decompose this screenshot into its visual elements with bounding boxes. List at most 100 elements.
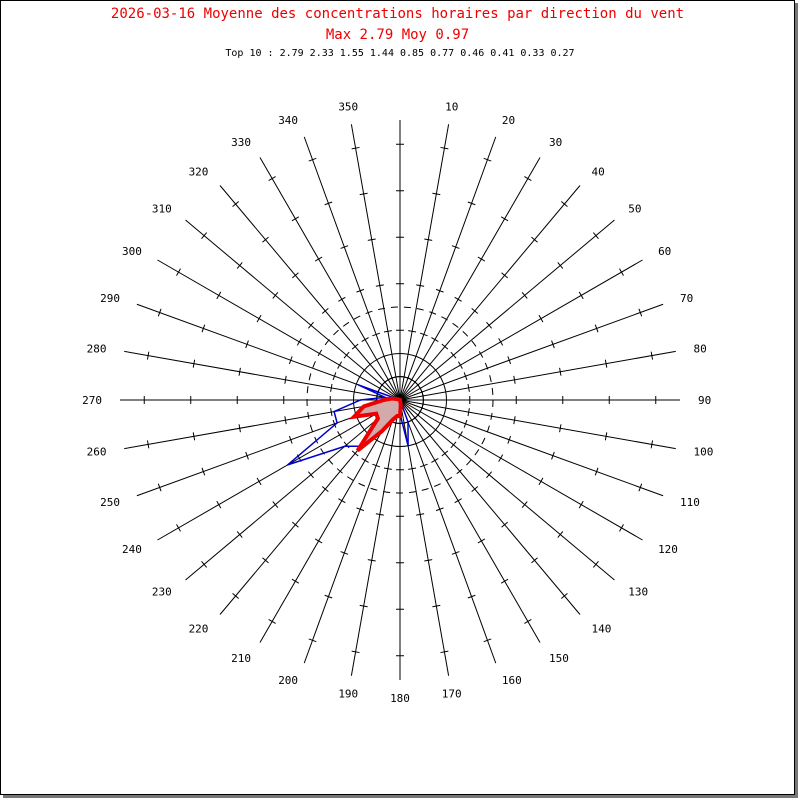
tick-300 <box>337 361 343 369</box>
tick-260 <box>192 432 196 441</box>
tick-200 <box>340 551 349 555</box>
tick-280 <box>146 351 150 360</box>
tick-160 <box>467 594 476 599</box>
tick-100 <box>604 432 608 441</box>
tick-260 <box>284 416 287 425</box>
tick-250 <box>245 451 249 460</box>
direction-label-20: 20 <box>502 114 515 127</box>
tick-110 <box>551 451 555 460</box>
direction-label-170: 170 <box>442 687 462 700</box>
spoke-320 <box>219 185 401 401</box>
data-point-filled-240 <box>375 412 378 415</box>
data-point-outline-250 <box>336 422 338 424</box>
tick-200 <box>308 638 317 643</box>
data-point-outline-260 <box>333 410 335 413</box>
tick-120 <box>578 500 584 509</box>
direction-label-10: 10 <box>445 101 458 114</box>
tick-290 <box>201 324 206 333</box>
tick-80 <box>467 383 470 392</box>
reference-rings <box>306 306 494 494</box>
tick-250 <box>201 467 206 476</box>
spoke-50 <box>399 219 615 401</box>
tick-50 <box>521 292 528 299</box>
tick-210 <box>338 498 346 504</box>
tick-330 <box>338 296 346 302</box>
tick-250 <box>288 435 293 444</box>
tick-350 <box>383 330 392 333</box>
tick-110 <box>507 435 512 444</box>
tick-280 <box>284 375 287 384</box>
tick-120 <box>538 477 544 486</box>
data-point-outline-290 <box>357 384 360 386</box>
tick-190 <box>351 650 360 654</box>
direction-label-130: 130 <box>628 586 648 599</box>
direction-label-330: 330 <box>231 136 251 149</box>
tick-290 <box>332 372 337 381</box>
tick-300 <box>256 314 262 323</box>
tick-60 <box>457 361 463 369</box>
tick-140 <box>561 592 568 599</box>
tick-70 <box>551 340 555 349</box>
tick-50 <box>592 232 599 239</box>
tick-60 <box>578 291 584 300</box>
tick-20 <box>483 157 492 162</box>
tick-170 <box>408 467 417 470</box>
spoke-130 <box>399 399 615 581</box>
tick-80 <box>604 359 608 368</box>
tick-160 <box>435 507 444 512</box>
tick-130 <box>592 561 599 568</box>
tick-240 <box>176 524 181 532</box>
spoke-340 <box>303 136 401 401</box>
tick-310 <box>307 321 314 329</box>
direction-label-140: 140 <box>592 622 612 635</box>
direction-label-220: 220 <box>189 622 209 635</box>
tick-240 <box>216 500 222 509</box>
tick-320 <box>351 343 359 350</box>
ring-1 <box>353 353 447 447</box>
tick-340 <box>324 201 333 206</box>
tick-50 <box>450 351 457 359</box>
data-point-outline-270 <box>359 399 362 401</box>
tick-320 <box>321 307 329 314</box>
tick-310 <box>201 232 208 239</box>
tick-100 <box>650 440 654 449</box>
direction-label-230: 230 <box>152 586 172 599</box>
chart-subtitle: Max 2.79 Moy 0.97 <box>325 27 470 43</box>
tick-320 <box>292 272 299 279</box>
tick-340 <box>340 245 349 249</box>
tick-220 <box>321 486 329 493</box>
direction-label-290: 290 <box>100 292 120 305</box>
tick-330 <box>314 256 323 262</box>
tick-320 <box>232 201 239 208</box>
data-point-filled-220 <box>356 449 359 452</box>
tick-170 <box>424 559 433 562</box>
tick-220 <box>232 592 239 599</box>
tick-40 <box>561 201 568 208</box>
data-point-outline-170 <box>407 444 409 447</box>
tick-170 <box>432 604 441 608</box>
tick-170 <box>440 650 449 654</box>
tick-60 <box>619 268 624 276</box>
spoke-140 <box>399 399 581 615</box>
tick-290 <box>245 340 249 349</box>
direction-label-270: 270 <box>82 394 102 407</box>
tick-50 <box>486 321 493 329</box>
tick-40 <box>501 272 508 279</box>
direction-label-160: 160 <box>502 674 522 687</box>
tick-110 <box>594 467 599 476</box>
tick-310 <box>236 262 243 269</box>
tick-260 <box>146 440 150 449</box>
tick-10 <box>432 192 441 196</box>
tick-30 <box>454 296 462 302</box>
tick-280 <box>192 359 196 368</box>
direction-label-190: 190 <box>338 687 358 700</box>
tick-230 <box>272 501 279 508</box>
data-point-outline-230 <box>343 445 346 448</box>
tick-260 <box>330 408 333 417</box>
tick-330 <box>291 216 300 222</box>
data-point-filled-290 <box>397 398 399 401</box>
tick-350 <box>359 192 368 196</box>
tick-100 <box>467 408 470 417</box>
tick-130 <box>486 471 493 479</box>
tick-300 <box>296 338 302 346</box>
